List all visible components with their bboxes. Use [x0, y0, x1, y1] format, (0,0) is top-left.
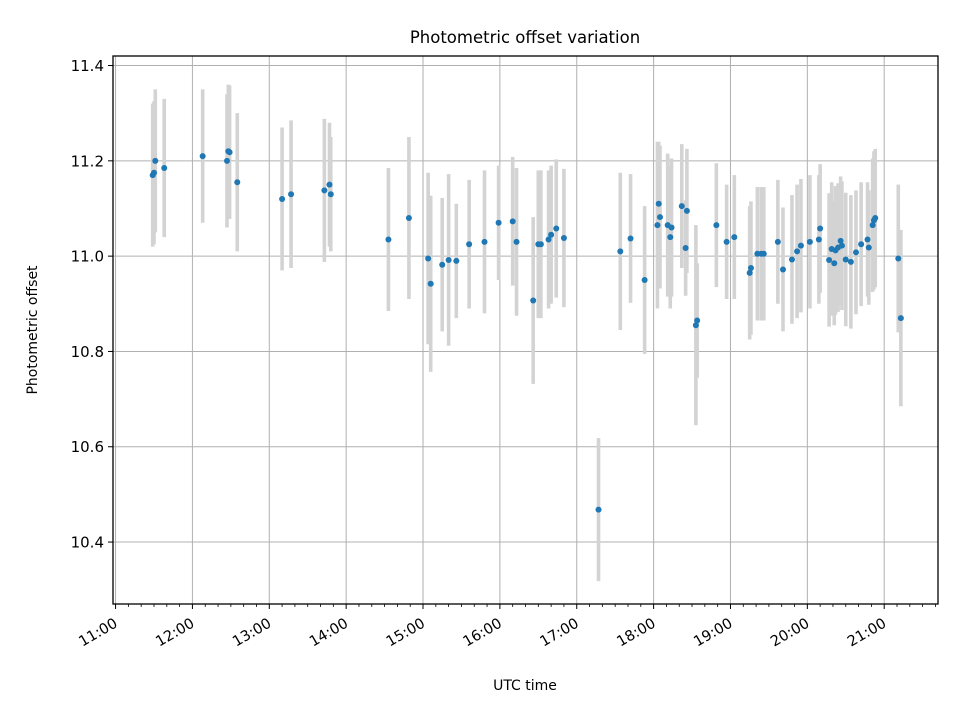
- data-point: [847, 258, 854, 265]
- data-point: [654, 222, 661, 229]
- data-point: [234, 179, 241, 186]
- data-point: [806, 238, 813, 245]
- data-point: [815, 236, 822, 243]
- data-point: [627, 235, 634, 242]
- data-point: [553, 225, 560, 232]
- data-point: [150, 169, 157, 176]
- data-point: [838, 242, 845, 249]
- data-point: [279, 195, 286, 202]
- data-point: [509, 218, 516, 225]
- data-point: [864, 236, 871, 243]
- x-axis-label: UTC time: [493, 678, 557, 694]
- data-point: [288, 191, 295, 198]
- data-point: [385, 236, 392, 243]
- data-point: [326, 181, 333, 188]
- data-point: [747, 265, 754, 272]
- data-point: [466, 241, 473, 248]
- data-point: [682, 245, 689, 252]
- data-point: [774, 238, 781, 245]
- data-point: [723, 238, 730, 245]
- grid: [113, 56, 938, 604]
- y-tick-label: 10.6: [71, 438, 104, 456]
- data-point: [617, 248, 624, 255]
- data-point: [678, 203, 685, 210]
- data-point: [548, 231, 555, 238]
- data-point: [826, 256, 833, 263]
- data-point: [667, 234, 674, 241]
- data-point: [858, 241, 865, 248]
- y-tick-label: 11.2: [71, 152, 104, 170]
- y-axis-label: Photometric offset: [25, 265, 41, 395]
- data-point: [405, 215, 412, 222]
- data-point: [831, 260, 838, 267]
- data-point: [161, 164, 168, 171]
- data-point: [668, 224, 675, 231]
- data-point: [779, 266, 786, 273]
- data-point: [842, 256, 849, 263]
- data-point: [897, 315, 904, 322]
- data-point: [794, 248, 801, 255]
- data-point: [657, 214, 664, 221]
- data-point: [595, 506, 602, 513]
- data-point: [694, 317, 701, 324]
- data-point: [655, 200, 662, 207]
- data-point: [746, 269, 753, 276]
- y-tick-label: 11.0: [71, 248, 104, 266]
- y-tick-label: 10.8: [71, 343, 104, 361]
- data-point: [226, 149, 233, 156]
- data-point: [683, 207, 690, 214]
- data-point: [713, 222, 720, 229]
- data-point: [641, 276, 648, 283]
- data-point: [327, 191, 334, 198]
- data-points: [149, 148, 904, 513]
- data-point: [731, 234, 738, 241]
- data-point: [817, 225, 824, 232]
- data-point: [865, 244, 872, 251]
- y-tick-label: 11.4: [71, 57, 104, 75]
- data-point: [495, 219, 502, 226]
- data-point: [869, 222, 876, 229]
- data-point: [895, 255, 902, 262]
- data-point: [425, 255, 432, 262]
- data-point: [481, 238, 488, 245]
- data-point: [853, 249, 860, 256]
- data-point: [537, 241, 544, 248]
- data-point: [692, 322, 699, 329]
- data-point: [321, 187, 328, 194]
- data-point: [224, 157, 231, 164]
- data-point: [872, 215, 879, 222]
- data-point: [560, 235, 567, 242]
- data-point: [760, 250, 767, 257]
- data-point: [445, 256, 452, 263]
- data-point: [427, 280, 434, 287]
- data-point: [439, 261, 446, 268]
- data-point: [797, 242, 804, 249]
- chart-title: Photometric offset variation: [410, 28, 640, 47]
- data-point: [453, 257, 460, 264]
- data-point: [513, 238, 520, 245]
- data-point: [199, 153, 206, 160]
- data-point: [530, 297, 537, 304]
- data-point: [152, 157, 159, 164]
- y-tick-label: 10.4: [71, 534, 104, 552]
- data-point: [545, 236, 552, 243]
- data-point: [837, 237, 844, 244]
- data-point: [788, 256, 795, 263]
